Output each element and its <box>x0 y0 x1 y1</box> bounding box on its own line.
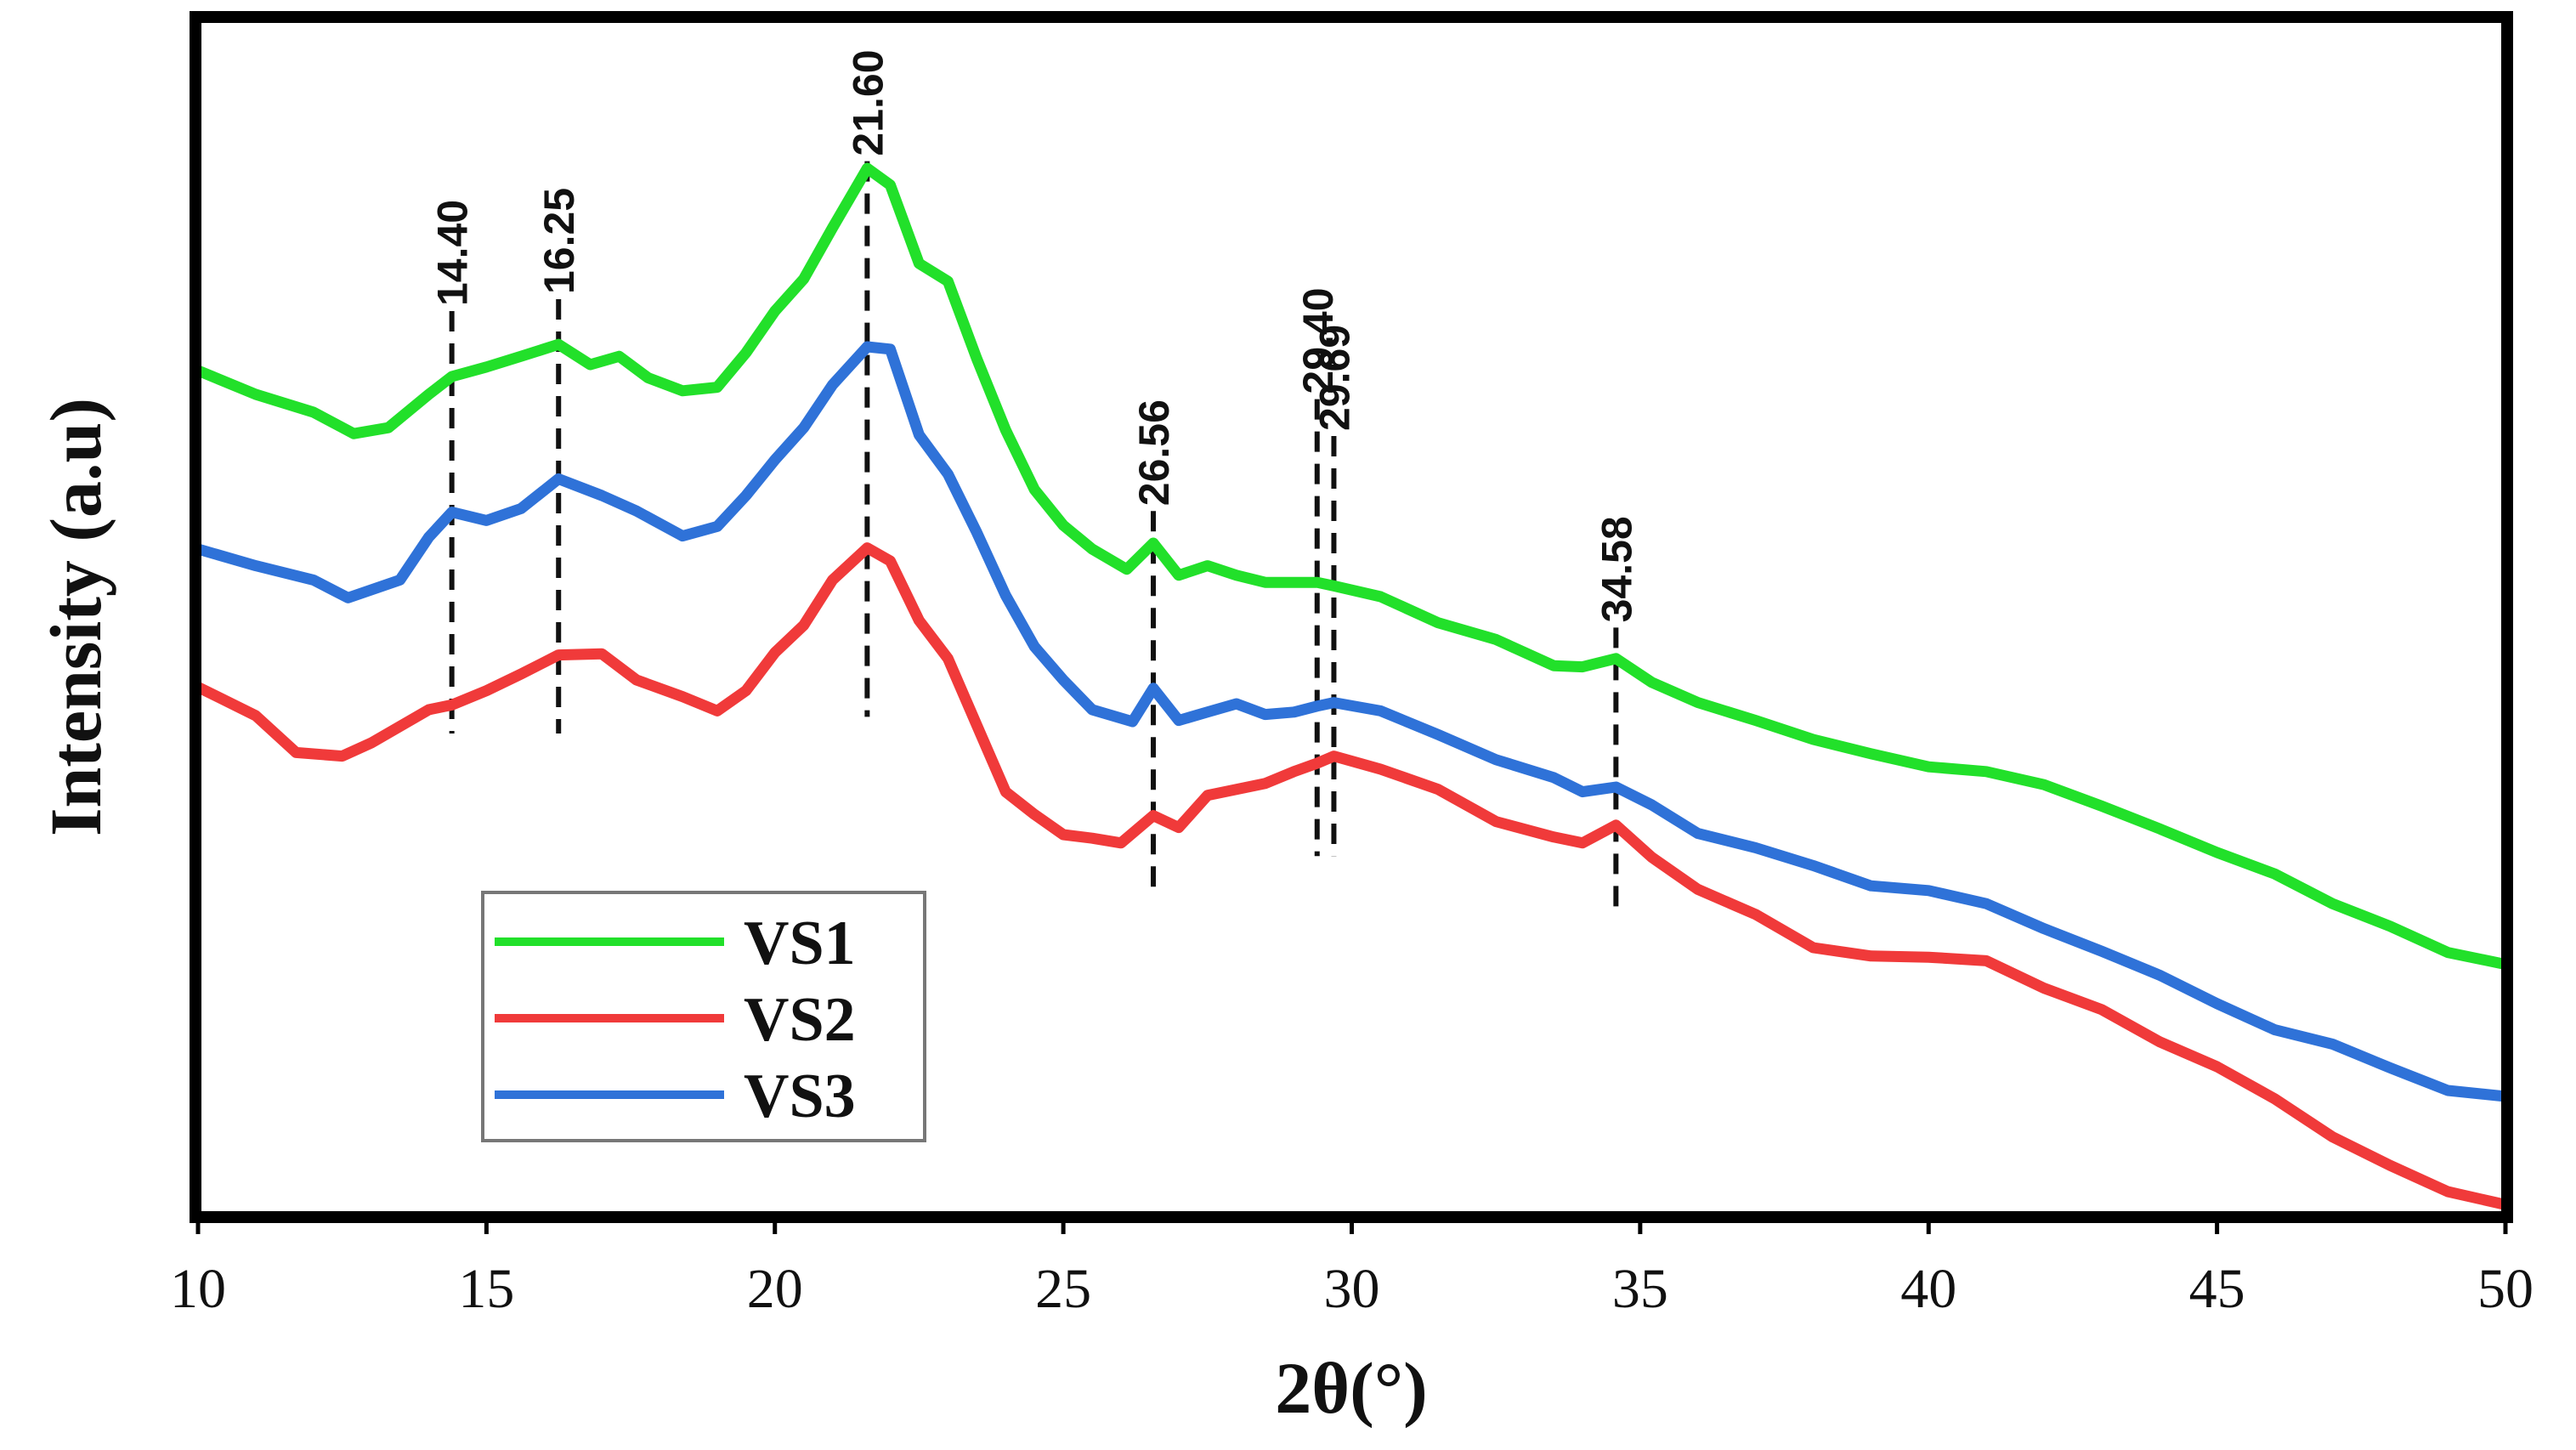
legend-items: VS1 VS2 VS3 <box>495 909 856 1131</box>
x-axis-label: 2θ(°) <box>1275 1347 1428 1429</box>
legend: VS1 VS2 VS3 <box>481 891 926 1142</box>
series-line-vs1 <box>192 162 2511 971</box>
x-tick-label: 15 <box>458 1258 514 1320</box>
peak-label: 16.25 <box>535 188 583 294</box>
x-tick-label: 10 <box>170 1258 226 1320</box>
legend-label-vs3: VS3 <box>744 1062 856 1131</box>
peak-label: 34.58 <box>1593 516 1640 622</box>
series-line-vs2 <box>192 542 2511 1210</box>
legend-label-vs2: VS2 <box>744 985 856 1055</box>
x-tick-label: 25 <box>1035 1258 1091 1320</box>
peak-label: 29.40 <box>1294 287 1342 394</box>
peak-label: 21.60 <box>844 49 892 156</box>
x-tick-label: 30 <box>1324 1258 1380 1320</box>
y-axis-label: Intensity (a.u) <box>35 398 116 836</box>
x-axis-ticks: 10 15 20 25 30 35 40 45 50 <box>170 1215 2534 1320</box>
x-tick-label: 50 <box>2477 1258 2534 1320</box>
peak-label: 26.56 <box>1130 399 1178 506</box>
x-tick-label: 40 <box>1900 1258 1956 1320</box>
x-tick-label: 45 <box>2189 1258 2245 1320</box>
peak-label: 29.69 <box>1311 325 1358 431</box>
x-tick-label: 35 <box>1612 1258 1668 1320</box>
series-layer <box>192 162 2511 1210</box>
peak-label: 14.40 <box>429 200 477 306</box>
x-tick-label: 20 <box>747 1258 803 1320</box>
legend-label-vs1: VS1 <box>744 909 856 978</box>
series-line-vs3 <box>192 341 2511 1102</box>
